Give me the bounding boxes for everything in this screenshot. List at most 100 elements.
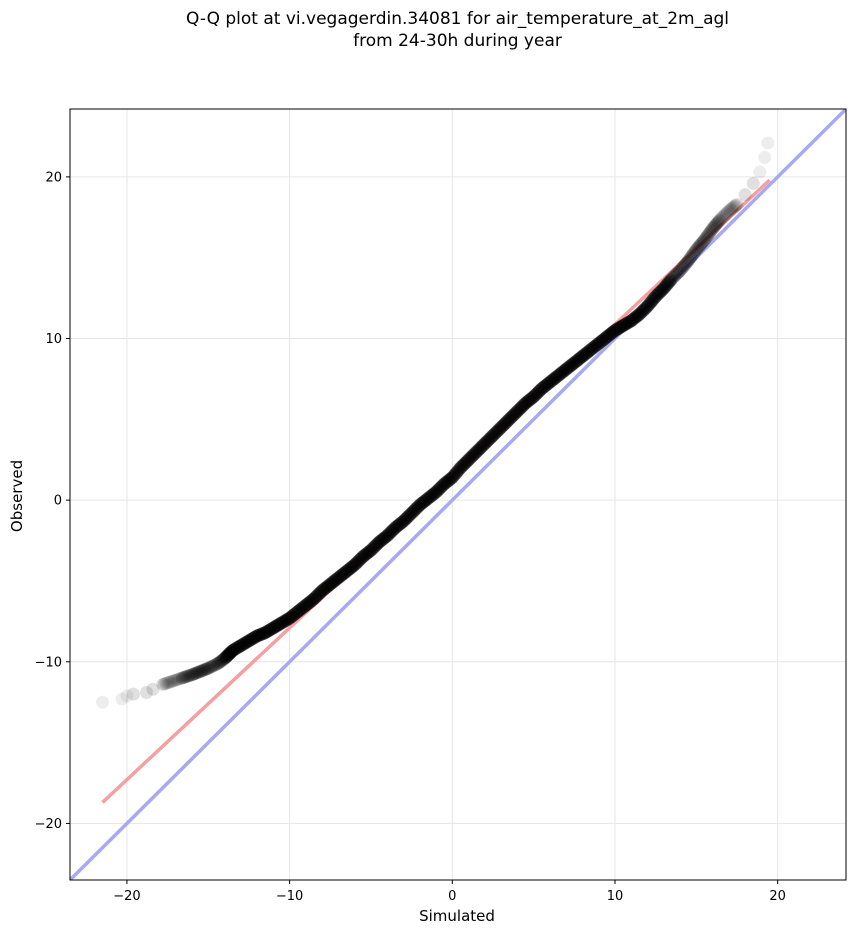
quantile-point (501, 414, 515, 428)
quantile-point (338, 565, 352, 579)
quantile-point (201, 661, 215, 675)
quantile-points (96, 136, 775, 709)
quantile-point (293, 603, 307, 617)
quantile-point (642, 298, 656, 312)
y-tick-label: 20 (45, 170, 62, 185)
quantile-point (174, 671, 188, 685)
quantile-point (714, 212, 728, 226)
quantile-point (639, 301, 653, 315)
quantile-point (186, 667, 200, 681)
quantile-point (357, 549, 371, 563)
quantile-point (615, 319, 629, 333)
quantile-point (265, 622, 279, 636)
quantile-point (215, 653, 229, 667)
quantile-point (417, 495, 431, 509)
quantile-point (532, 384, 546, 398)
quantile-point (628, 311, 642, 325)
quantile-point (577, 348, 591, 362)
quantile-point (264, 622, 278, 636)
quantile-point (369, 538, 383, 552)
quantile-point (426, 487, 440, 501)
quantile-point (388, 521, 402, 535)
quantile-point (533, 383, 547, 397)
quantile-point (444, 472, 458, 486)
quantile-point (353, 552, 367, 566)
quantile-point (317, 583, 331, 597)
quantile-point (475, 439, 489, 453)
quantile-point (706, 222, 720, 236)
quantile-point (585, 342, 599, 356)
quantile-point (345, 560, 359, 574)
quantile-point (467, 447, 481, 461)
quantile-point (673, 264, 687, 278)
quantile-point (525, 391, 539, 405)
quantile-point (632, 307, 646, 321)
quantile-point (563, 359, 577, 373)
quantile-point (394, 516, 408, 530)
quantile-point (677, 259, 691, 273)
quantile-point (295, 601, 309, 615)
quantile-point (219, 650, 233, 664)
quantile-point (470, 445, 484, 459)
quantile-point (661, 277, 675, 291)
quantile-point (403, 507, 417, 521)
quantile-point (669, 268, 683, 282)
quantile-point (517, 398, 531, 412)
quantile-point (738, 188, 752, 202)
quantile-point (597, 332, 611, 346)
quantile-point (242, 634, 256, 648)
quantile-point (269, 619, 283, 633)
y-tick-label: 10 (45, 332, 62, 347)
quantile-point (239, 635, 253, 649)
quantile-point (225, 644, 239, 658)
quantile-point (539, 378, 553, 392)
quantile-point (300, 597, 314, 611)
quantile-point (466, 449, 480, 463)
quantile-point (399, 511, 413, 525)
quantile-point (548, 371, 562, 385)
quantile-point (376, 532, 390, 546)
quantile-point (395, 515, 409, 529)
quantile-point (662, 275, 676, 289)
quantile-point (312, 586, 326, 600)
quantile-point (460, 454, 474, 468)
quantile-point (468, 446, 482, 460)
quantile-point (678, 257, 692, 271)
quantile-point (287, 608, 301, 622)
quantile-point (608, 323, 622, 337)
quantile-point (551, 369, 565, 383)
quantile-point (310, 589, 324, 603)
quantile-point (646, 293, 660, 307)
quantile-point (379, 530, 393, 544)
quantile-point (688, 245, 702, 259)
quantile-point (165, 674, 179, 688)
quantile-point (175, 671, 189, 685)
quantile-point (430, 484, 444, 498)
quantile-point (348, 558, 362, 572)
quantile-point (696, 235, 710, 249)
quantile-point (636, 303, 650, 317)
quantile-point (218, 651, 232, 665)
quantile-point (493, 422, 507, 436)
quantile-point (223, 646, 237, 660)
quantile-point (279, 614, 293, 628)
quantile-point (434, 480, 448, 494)
quantile-point (761, 136, 775, 150)
quantile-point (392, 517, 406, 531)
quantile-point (409, 502, 423, 516)
quantile-point (510, 404, 524, 418)
quantile-point (401, 510, 415, 524)
quantile-point (658, 280, 672, 294)
quantile-point (341, 563, 355, 577)
y-tick-label: −20 (35, 817, 62, 832)
quantile-point (306, 593, 320, 607)
quantile-point (206, 659, 220, 673)
quantile-point (505, 410, 519, 424)
quantile-point (487, 427, 501, 441)
quantile-point (730, 197, 744, 211)
quantile-point (490, 424, 504, 438)
quantile-point (262, 623, 276, 637)
quantile-point (364, 543, 378, 557)
quantile-point (261, 624, 275, 638)
quantile-point (344, 561, 358, 575)
